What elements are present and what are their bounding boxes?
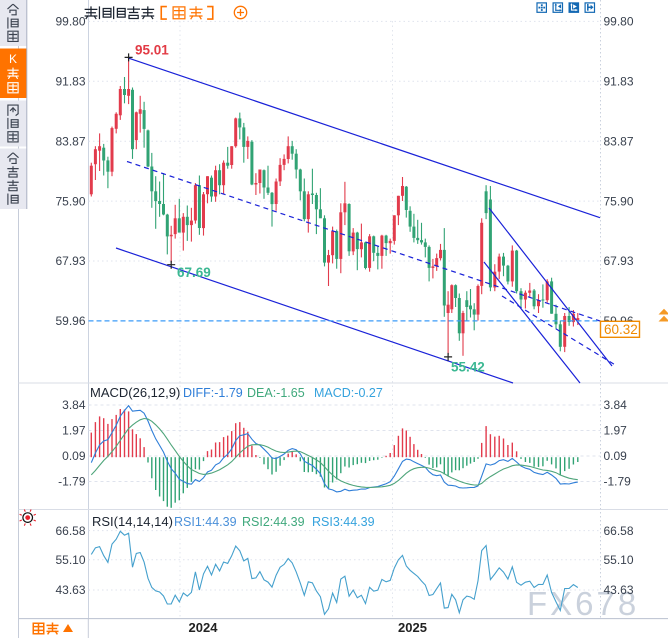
svg-text:91.83: 91.83 [604,75,634,89]
svg-text:99.80: 99.80 [55,15,85,29]
svg-text:1.97: 1.97 [62,424,86,438]
svg-text:67.69: 67.69 [177,265,211,280]
svg-text:MACD:-0.27: MACD:-0.27 [314,386,383,400]
svg-text:-1.79: -1.79 [604,475,632,489]
svg-text:60.32: 60.32 [604,322,638,337]
svg-text:66.58: 66.58 [604,524,634,538]
svg-text:FX678: FX678 [527,585,639,622]
svg-text:DEA:-1.65: DEA:-1.65 [247,386,305,400]
svg-text:1.97: 1.97 [604,424,628,438]
svg-text:43.63: 43.63 [55,583,85,597]
svg-text:-1.79: -1.79 [58,475,86,489]
svg-text:67.93: 67.93 [604,254,634,268]
svg-text:99.80: 99.80 [604,15,634,29]
svg-text:RSI3:44.39: RSI3:44.39 [312,515,375,529]
svg-text:MACD(26,12,9): MACD(26,12,9) [90,385,180,400]
svg-text:0.09: 0.09 [604,449,628,463]
svg-text:75.90: 75.90 [604,194,634,208]
svg-text:55.10: 55.10 [604,553,634,567]
svg-text:RSI1:44.39: RSI1:44.39 [174,515,237,529]
svg-text:59.96: 59.96 [55,314,85,328]
svg-text:55.10: 55.10 [55,553,85,567]
svg-text:DIFF:-1.79: DIFF:-1.79 [183,386,243,400]
svg-text:91.83: 91.83 [55,75,85,89]
svg-text:0.09: 0.09 [62,449,86,463]
svg-text:43.63: 43.63 [604,583,634,597]
svg-text:2025: 2025 [398,620,427,635]
svg-text:75.90: 75.90 [55,194,85,208]
svg-text:RSI2:44.39: RSI2:44.39 [242,515,305,529]
svg-text:3.84: 3.84 [62,398,86,412]
svg-text:95.01: 95.01 [135,43,169,58]
svg-text:66.58: 66.58 [55,524,85,538]
svg-text:55.42: 55.42 [451,360,485,375]
svg-text:67.93: 67.93 [55,254,85,268]
svg-text:83.87: 83.87 [55,134,85,148]
svg-text:K: K [9,52,17,66]
svg-text:3.84: 3.84 [604,398,628,412]
svg-text:2024: 2024 [189,620,219,635]
svg-text:RSI(14,14,14): RSI(14,14,14) [92,514,173,529]
svg-text:83.87: 83.87 [604,134,634,148]
